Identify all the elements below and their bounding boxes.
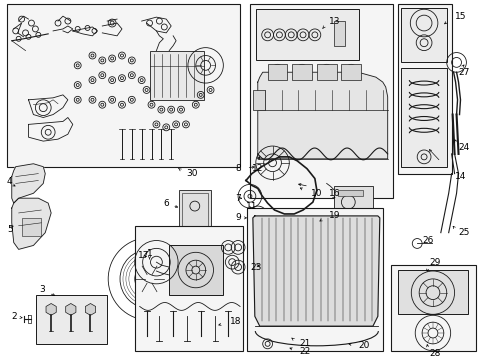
Bar: [401, 68, 446, 167]
Bar: [401, 8, 446, 62]
Bar: [169, 246, 223, 294]
Text: 17: 17: [138, 251, 149, 260]
Polygon shape: [252, 216, 379, 326]
Text: 28: 28: [428, 349, 440, 358]
Text: 30: 30: [185, 169, 197, 178]
Text: 2: 2: [12, 312, 18, 321]
Text: 29: 29: [428, 258, 440, 267]
Bar: [397, 270, 468, 314]
Text: 16: 16: [328, 189, 340, 198]
Text: 15: 15: [454, 12, 465, 21]
Text: 7: 7: [235, 194, 241, 203]
Text: 12: 12: [251, 164, 263, 173]
Bar: [7, 4, 240, 167]
Text: 3: 3: [39, 285, 45, 294]
Text: 27: 27: [458, 68, 469, 77]
Text: 1: 1: [146, 249, 152, 258]
Bar: [316, 64, 336, 80]
Bar: [249, 4, 392, 198]
Bar: [182, 193, 207, 227]
Text: 26: 26: [421, 236, 432, 245]
Polygon shape: [12, 198, 51, 249]
Text: 10: 10: [310, 189, 322, 198]
Polygon shape: [257, 72, 387, 159]
Bar: [267, 64, 287, 80]
Bar: [135, 226, 243, 351]
Bar: [333, 186, 372, 218]
Text: 18: 18: [230, 317, 241, 326]
Bar: [341, 64, 360, 80]
Bar: [149, 51, 203, 100]
Text: 23: 23: [249, 262, 261, 271]
Bar: [179, 190, 210, 230]
Text: 24: 24: [458, 143, 469, 152]
Text: 6: 6: [163, 199, 169, 208]
Text: 19: 19: [328, 211, 340, 220]
Polygon shape: [12, 164, 45, 203]
Text: 13: 13: [328, 17, 340, 26]
Text: 25: 25: [458, 228, 469, 237]
Bar: [255, 9, 358, 60]
Bar: [36, 294, 107, 344]
Text: 14: 14: [454, 172, 465, 181]
Bar: [333, 21, 345, 46]
Text: 8: 8: [235, 164, 241, 173]
Bar: [21, 218, 41, 235]
Bar: [397, 4, 451, 174]
Bar: [292, 64, 311, 80]
Bar: [390, 265, 475, 351]
Bar: [252, 90, 264, 110]
Bar: [338, 190, 362, 196]
Text: 5: 5: [7, 225, 13, 234]
Text: 22: 22: [299, 347, 310, 356]
Text: 9: 9: [235, 213, 241, 222]
Text: 20: 20: [357, 341, 369, 350]
Text: 4: 4: [7, 177, 13, 186]
Text: 11: 11: [245, 202, 257, 211]
Text: 21: 21: [299, 339, 310, 348]
Bar: [246, 208, 382, 351]
